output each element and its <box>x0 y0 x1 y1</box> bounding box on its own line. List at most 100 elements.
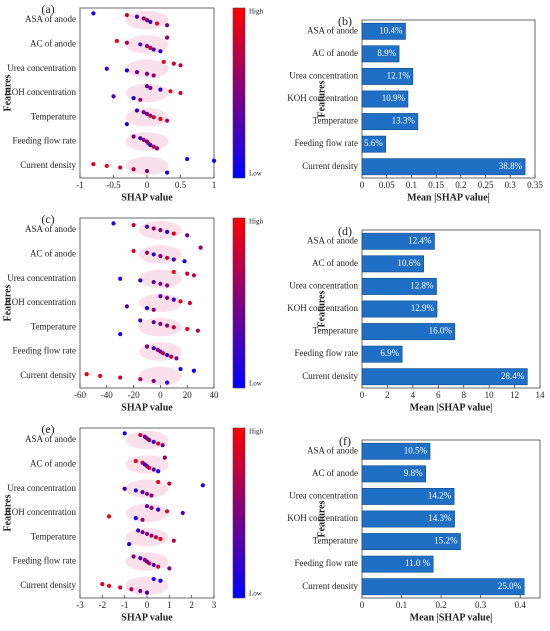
shap-point <box>165 35 170 40</box>
x-tick-label: 0.05 <box>379 180 395 190</box>
shap-point <box>151 115 156 120</box>
shap-point <box>156 479 161 485</box>
y-axis-label: Features <box>2 494 13 531</box>
shap-point <box>151 252 156 257</box>
shap-point <box>156 507 161 512</box>
shap-point <box>84 372 89 377</box>
shap-point <box>151 226 156 231</box>
shap-point <box>158 49 163 54</box>
shap-point <box>133 488 138 493</box>
shap-point <box>151 562 156 568</box>
colorbar-high: High <box>249 428 264 436</box>
shap-point <box>167 566 172 571</box>
shap-point <box>106 514 112 519</box>
plot-frame <box>79 217 215 389</box>
bar-label: 6.9% <box>380 348 399 358</box>
colorbar-low: Low <box>249 170 263 178</box>
shap-point <box>158 228 163 233</box>
category-label: Urea concentration <box>289 280 358 290</box>
shap-point <box>131 248 136 254</box>
bar-label: 10.9% <box>382 93 406 103</box>
shap-point <box>180 510 185 516</box>
category-label: KOH concentration <box>287 93 358 103</box>
shap-point <box>185 326 190 332</box>
shap-point <box>151 346 156 351</box>
x-axis-label: SHAP value <box>121 402 173 413</box>
x-tick-label: 0.2 <box>435 600 446 610</box>
bar-label: 12.1% <box>387 70 411 80</box>
panel-label: (a) <box>41 2 54 16</box>
category-label: Current density <box>20 580 76 590</box>
category-label: Urea concentration <box>7 273 76 283</box>
shap-point <box>140 490 145 495</box>
density-shade <box>125 576 169 596</box>
density-shade <box>138 269 182 288</box>
shap-point <box>134 14 140 19</box>
bar-label: 14.2% <box>428 490 452 500</box>
x-tick-label: 0.1 <box>396 600 407 610</box>
x-tick-label: 6 <box>436 390 441 400</box>
shap-point <box>114 38 119 44</box>
shap-point <box>124 304 129 309</box>
shap-point <box>165 509 170 514</box>
shap-point <box>124 68 129 73</box>
panel-label: (d) <box>338 224 352 238</box>
x-axis-label: SHAP value <box>121 192 173 203</box>
bar-label: 10.6% <box>397 258 421 268</box>
shap-point <box>144 531 150 536</box>
shap-point <box>198 245 203 250</box>
shap-point <box>195 328 201 333</box>
shap-point <box>124 40 129 45</box>
shap-point <box>168 89 173 94</box>
category-label: ASA of anode <box>307 235 358 245</box>
shap-point <box>171 257 176 262</box>
shap-point <box>165 323 170 328</box>
x-tick-label: 0 <box>145 180 150 190</box>
bar-label: 10.4% <box>379 25 403 35</box>
colorbar-high: High <box>249 218 264 226</box>
shap-point <box>182 259 187 264</box>
shap-point <box>158 578 163 583</box>
x-tick-label: 8 <box>461 390 466 400</box>
shap-point <box>144 224 150 229</box>
shap-point <box>131 222 136 228</box>
category-label: Feeding flow rate <box>13 556 76 566</box>
x-tick-label: 0.4 <box>515 600 527 610</box>
category-label: Current density <box>20 160 76 170</box>
bar-label: 11.0 % <box>405 558 431 568</box>
x-axis-label: SHAP value <box>121 612 173 623</box>
shap-point <box>160 351 166 356</box>
shap-point <box>158 294 163 299</box>
shap-point <box>156 441 161 446</box>
bar-label: 12.4% <box>408 235 432 245</box>
shap-point <box>91 162 96 167</box>
category-label: AC of anode <box>312 258 358 268</box>
bar <box>361 300 438 318</box>
shap-point <box>165 118 170 123</box>
shap-point <box>171 231 176 236</box>
x-tick-label: 0.25 <box>478 180 494 190</box>
shap-point <box>151 467 156 472</box>
shap-point <box>144 111 150 116</box>
bar <box>361 555 434 573</box>
density-shade <box>125 83 169 103</box>
y-axis-label: Features <box>316 500 327 537</box>
shap-point <box>158 321 163 326</box>
shap-point <box>165 229 170 234</box>
bar <box>361 22 406 40</box>
bar-label: 28.4% <box>501 371 525 381</box>
x-tick-label: 0.3 <box>475 600 487 610</box>
x-tick-label: 0.35 <box>527 180 543 190</box>
x-tick-label: -1 <box>76 180 84 190</box>
bar <box>361 135 387 153</box>
bar-label: 16.0% <box>429 326 453 336</box>
shap-point <box>147 465 152 470</box>
shap-point <box>171 538 176 543</box>
shap-point <box>161 59 166 65</box>
shap-point <box>149 493 154 498</box>
shap-point <box>191 368 196 373</box>
shap-point <box>165 23 170 28</box>
x-tick-label: 0 <box>360 390 365 400</box>
shap-point <box>118 585 123 590</box>
shap-point <box>138 136 143 141</box>
